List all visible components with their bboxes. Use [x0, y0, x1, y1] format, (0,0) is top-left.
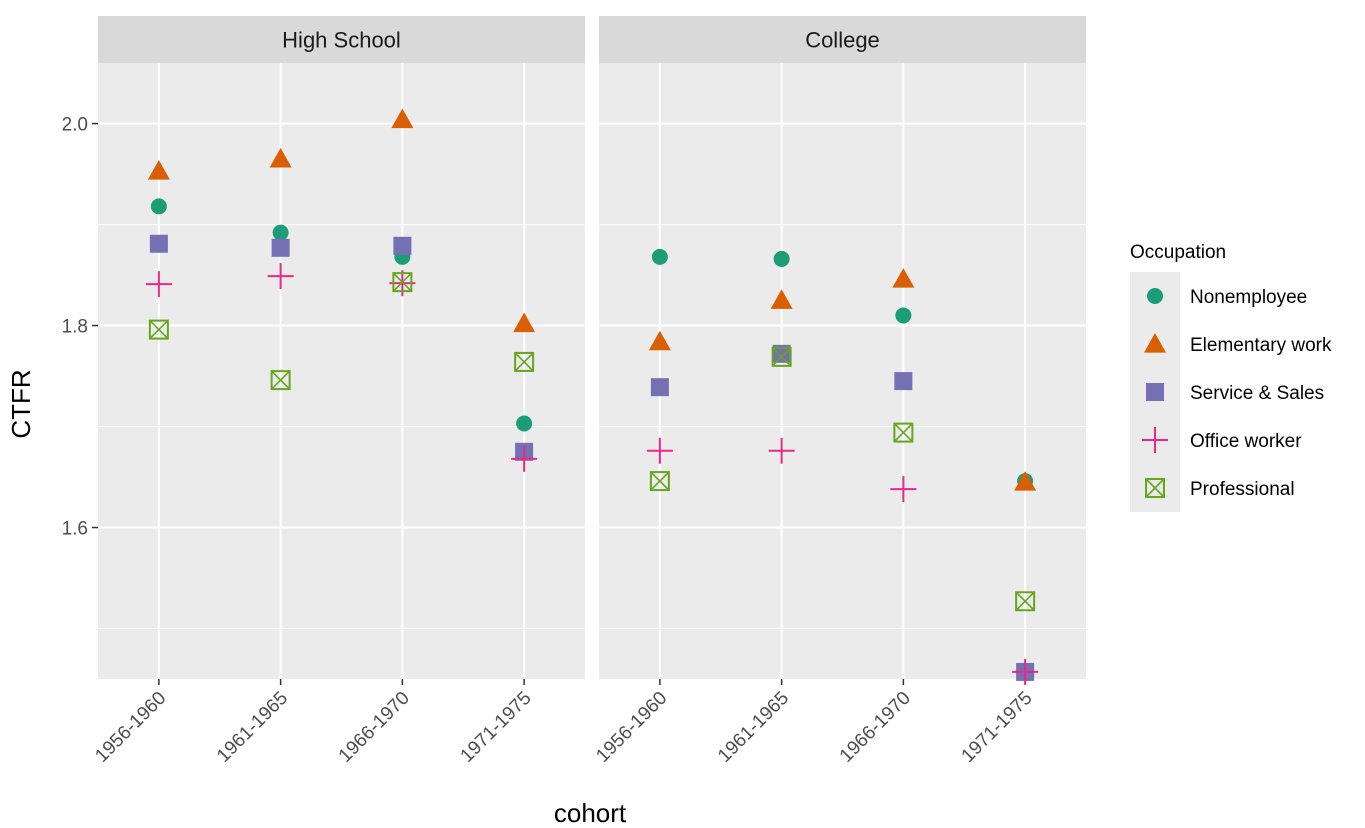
- point-boxed-x: [270, 370, 291, 391]
- point-circle: [272, 224, 289, 241]
- point-circle: [516, 415, 533, 432]
- point-plus: [1012, 658, 1039, 685]
- y-tick-label: 2.0: [62, 115, 88, 136]
- panel-background: [98, 63, 585, 679]
- x-axis-title: cohort: [554, 798, 627, 828]
- y-axis-title: CTFR: [6, 369, 36, 438]
- point-triangle: [269, 147, 292, 168]
- point-triangle: [648, 330, 671, 351]
- legend-label: Professional: [1190, 479, 1295, 500]
- x-tick-label: 1971-1975: [457, 688, 536, 767]
- point-plus: [267, 263, 294, 290]
- facet-strip: [599, 16, 1086, 63]
- point-circle: [150, 198, 167, 215]
- point-plus: [768, 437, 795, 464]
- point-plus: [145, 271, 172, 298]
- x-tick-label: 1966-1970: [836, 688, 915, 767]
- point-plus: [511, 445, 538, 472]
- point-boxed-x: [649, 471, 670, 492]
- point-triangle: [147, 160, 170, 180]
- point-circle: [773, 250, 790, 267]
- panels-layer: High School 1956-1960 1961-1965 1966-1970 19…: [91, 16, 1086, 767]
- x-tick-label: 1971-1975: [958, 688, 1037, 767]
- x-tick-label: 1956-1960: [592, 688, 671, 767]
- legend: Occupation Nonemployee Elementary work Ser…: [1130, 242, 1332, 512]
- legend-key-plus: [1142, 427, 1168, 453]
- legend-label: Nonemployee: [1190, 287, 1307, 308]
- panel-0: High School 1956-1960 1961-1965 1966-1970 19…: [91, 16, 585, 767]
- facet-strip: [98, 16, 585, 63]
- legend-label: Elementary work: [1190, 335, 1332, 356]
- x-tick-label: 1961-1965: [213, 688, 292, 767]
- point-triangle: [892, 268, 915, 288]
- point-square: [650, 378, 669, 397]
- legend-key-triangle: [1144, 333, 1166, 353]
- panel-background: [599, 63, 1086, 679]
- legend-label: Service & Sales: [1190, 383, 1324, 404]
- facet-label: High School: [282, 28, 401, 53]
- point-boxed-x: [148, 319, 169, 340]
- legend-key-boxed-x: [1145, 478, 1165, 498]
- point-boxed-x: [771, 346, 792, 367]
- point-boxed-x: [514, 351, 535, 372]
- y-tick-label: 1.6: [62, 519, 88, 540]
- x-tick-label: 1956-1960: [91, 688, 170, 767]
- facet-label: College: [805, 28, 880, 53]
- point-boxed-x: [1015, 591, 1036, 612]
- legend-title: Occupation: [1130, 242, 1226, 263]
- point-square: [393, 236, 412, 255]
- point-boxed-x: [392, 272, 413, 293]
- point-circle: [895, 307, 912, 324]
- legend-label: Office worker: [1190, 431, 1302, 452]
- point-square: [149, 234, 168, 253]
- legend-key-circle: [1147, 288, 1163, 304]
- point-triangle: [770, 289, 793, 309]
- legend-key-square: [1146, 383, 1164, 401]
- y-tick-label: 1.8: [62, 317, 88, 338]
- legend-items: Nonemployee Elementary work Service & Sale…: [1130, 272, 1332, 512]
- point-square: [894, 372, 913, 391]
- point-circle: [651, 248, 668, 265]
- point-plus: [646, 437, 673, 464]
- point-boxed-x: [893, 422, 914, 443]
- point-triangle: [513, 312, 536, 333]
- point-plus: [890, 476, 917, 503]
- x-tick-label: 1966-1970: [335, 688, 414, 767]
- point-square: [772, 344, 791, 363]
- x-tick-label: 1961-1965: [714, 688, 793, 767]
- point-triangle: [391, 108, 414, 129]
- point-triangle: [1014, 471, 1037, 491]
- point-square: [271, 238, 290, 257]
- panel-1: College 1956-1960 1961-1965 1966-1970 1971-1…: [592, 16, 1086, 767]
- y-axis: 1.6 1.8 2.0: [62, 115, 98, 540]
